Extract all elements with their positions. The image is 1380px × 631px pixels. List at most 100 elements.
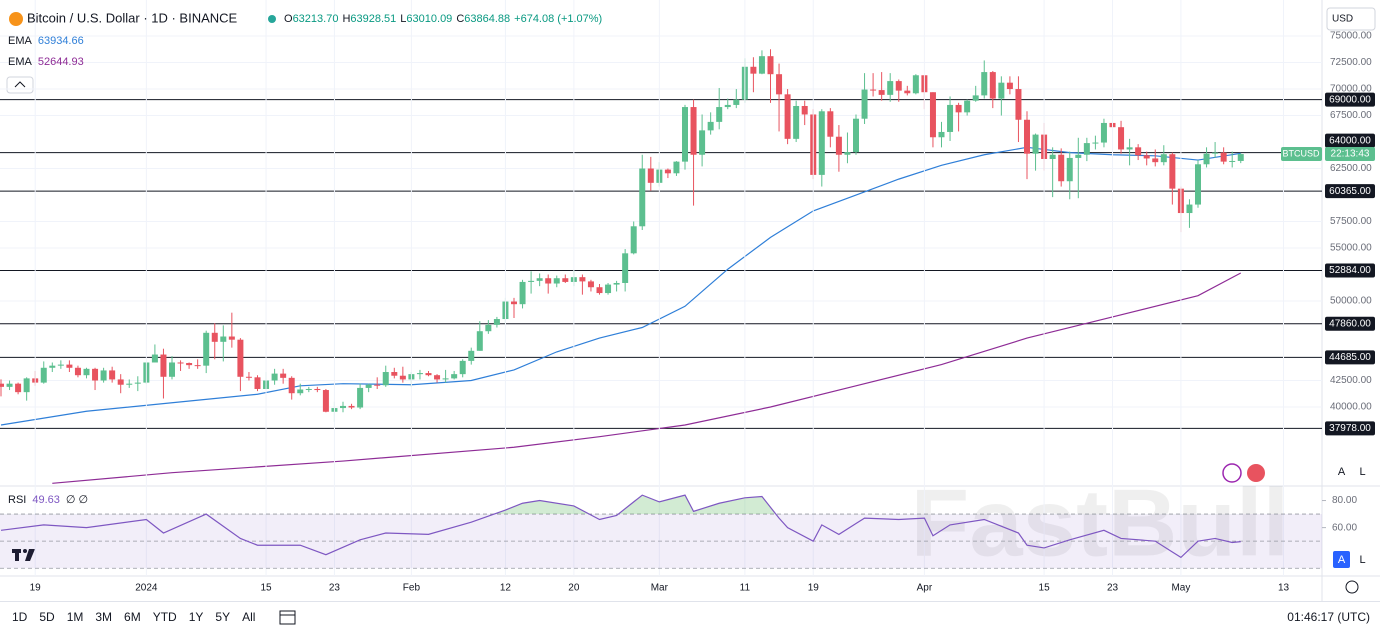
chart: USD FastBull 75000.00 72500.00 70000.00 6750… <box>0 0 1380 601</box>
background <box>0 0 1380 601</box>
calendar-button[interactable] <box>277 608 299 626</box>
candle-body <box>972 95 979 101</box>
candle-body <box>365 384 372 388</box>
alert-icon[interactable] <box>1222 463 1242 483</box>
level-label: 47860.00 <box>1329 318 1371 329</box>
candle-body <box>664 169 671 174</box>
scale-button[interactable]: L <box>1359 554 1365 566</box>
interval-button[interactable]: 5Y <box>209 610 236 624</box>
interval-button[interactable]: 1M <box>61 610 90 624</box>
candle-body <box>528 280 535 282</box>
interval-button[interactable]: 1Y <box>183 610 210 624</box>
candle-body <box>237 339 244 377</box>
level-label-bg <box>1325 184 1375 199</box>
currency: USD <box>1332 14 1353 25</box>
candle-body <box>1058 154 1065 182</box>
candle-body <box>1195 164 1201 205</box>
candle-body <box>391 372 398 376</box>
candle-body <box>1015 89 1022 120</box>
candle-body <box>562 278 569 282</box>
candle-body <box>536 278 543 281</box>
candle-body <box>74 367 81 376</box>
scale-button-bg[interactable] <box>1354 463 1371 480</box>
candle-body <box>622 253 629 283</box>
interval-button[interactable]: 5D <box>33 610 60 624</box>
candle-body <box>425 373 432 376</box>
y-tick-label: 42500.00 <box>1330 375 1372 386</box>
candle-body <box>878 90 885 95</box>
candle-body <box>673 161 680 174</box>
candle-body <box>553 278 560 284</box>
candle-body <box>459 360 466 375</box>
interval-button[interactable]: 6M <box>118 610 147 624</box>
quote-key: H <box>342 13 350 25</box>
level-label: 64000.00 <box>1329 135 1371 146</box>
candle-body <box>1083 143 1090 155</box>
candle-body <box>613 282 620 285</box>
scale-button[interactable]: L <box>1359 466 1365 478</box>
flag-icon[interactable] <box>1247 464 1265 482</box>
currency-button[interactable] <box>1326 7 1376 31</box>
level-label: 37978.00 <box>1329 423 1371 434</box>
candle-body <box>493 319 500 325</box>
settings-icon[interactable] <box>1345 580 1359 594</box>
candle-body <box>468 350 475 361</box>
interval-button[interactable]: 3M <box>89 610 118 624</box>
candle-body <box>485 324 492 332</box>
candle-body <box>83 368 90 376</box>
candle-body <box>844 152 851 155</box>
scale-button[interactable]: A <box>1338 554 1346 566</box>
candle-body <box>203 332 210 366</box>
candle-body <box>151 354 158 363</box>
candle-body <box>297 389 304 394</box>
candle-body <box>870 89 877 91</box>
collapse-button[interactable] <box>6 76 34 94</box>
quote-value: 63864.88 <box>464 13 510 25</box>
candle-body <box>382 372 389 386</box>
candle-body <box>929 92 936 138</box>
rsi-tick-label: 60.00 <box>1332 522 1357 533</box>
x-tick-label: 15 <box>1039 583 1051 594</box>
candle-body <box>912 75 919 94</box>
chart-title: Bitcoin / U.S. Dollar · 1D · BINANCE <box>27 10 238 25</box>
candle-body <box>211 332 218 342</box>
candle-body <box>1126 147 1133 150</box>
plot <box>0 35 1322 484</box>
ema-legend-value: 52644.93 <box>38 56 84 68</box>
quote-value: 63928.51 <box>350 13 396 25</box>
candle-body <box>314 388 321 391</box>
rsi-line <box>0 494 1241 559</box>
interval-button[interactable]: YTD <box>147 610 183 624</box>
candle-body <box>23 378 30 393</box>
scale-button[interactable]: A <box>1338 466 1346 478</box>
candle-body <box>818 111 825 175</box>
y-tick-label: 55000.00 <box>1330 243 1372 254</box>
y-tick-label: 57500.00 <box>1330 216 1372 227</box>
candle-body <box>1118 127 1125 150</box>
candle-body <box>699 130 706 155</box>
x-tick-label: 12 <box>500 583 512 594</box>
rsi-value: 49.63 <box>32 494 60 506</box>
interval-button[interactable]: 1D <box>6 610 33 624</box>
ema-legend-name: EMA <box>8 35 33 47</box>
level-label-bg <box>1325 316 1375 331</box>
candle-body <box>357 387 364 408</box>
candle-body <box>340 405 346 409</box>
candle-body <box>579 277 586 282</box>
interval-button[interactable]: All <box>236 610 261 624</box>
candle-body <box>271 373 278 381</box>
scale-button-bg[interactable] <box>1333 463 1350 480</box>
quote-key: O <box>284 13 293 25</box>
candle-body <box>374 384 381 386</box>
candle-body <box>887 81 894 95</box>
candle-body <box>955 104 962 113</box>
candle-body <box>758 56 765 74</box>
candle-body <box>1203 153 1210 165</box>
candle-body <box>186 363 193 366</box>
candle-body <box>399 375 406 380</box>
candle-body <box>853 118 859 153</box>
level-label: 52884.00 <box>1329 265 1371 276</box>
scale-button-bg[interactable] <box>1354 551 1371 568</box>
scale-button-bg[interactable] <box>1333 551 1350 568</box>
candle-body <box>254 377 261 389</box>
